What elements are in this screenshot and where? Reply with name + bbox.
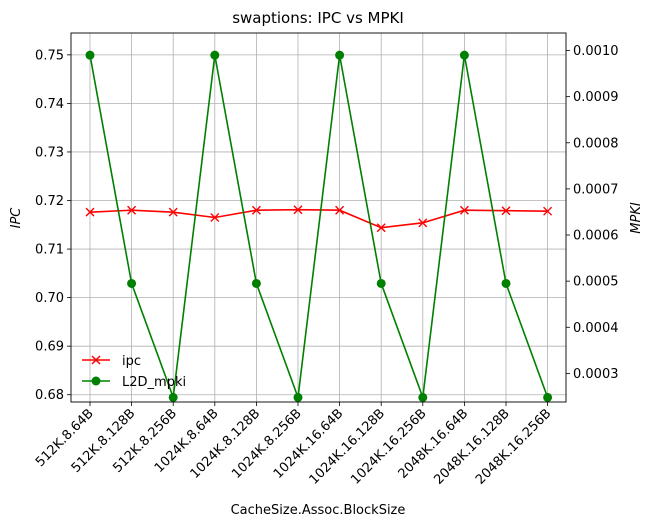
x-axis-label: CacheSize.Assoc.BlockSize xyxy=(231,503,406,518)
left-y-tick-label: 0.75 xyxy=(35,48,64,63)
marker-stroke xyxy=(335,205,345,215)
ipc-point xyxy=(168,207,178,217)
marker-stroke xyxy=(85,207,95,217)
L2D_mpki-line xyxy=(89,54,549,398)
ipc-point xyxy=(293,205,303,215)
right-y-tick-label: 0.0004 xyxy=(573,321,619,336)
ipc-point xyxy=(459,205,469,215)
ipc-point xyxy=(85,207,95,217)
marker-stroke xyxy=(418,218,428,228)
ipc-point xyxy=(251,205,261,215)
left-y-tick-label: 0.71 xyxy=(35,243,64,258)
ipc-point xyxy=(376,223,386,233)
marker-stroke xyxy=(251,205,261,215)
x-tick-label: 1024K.16.128B xyxy=(307,406,388,487)
left-y-tick-label: 0.69 xyxy=(35,340,64,355)
right-y-axis-label: MPKI xyxy=(629,202,644,234)
legend: ipc L2D_mpki xyxy=(82,354,186,390)
L2D_mpki-point xyxy=(293,392,303,402)
L2D_mpki-point xyxy=(376,278,386,288)
legend-marker-ipc xyxy=(91,355,101,365)
left-y-axis-label: IPC xyxy=(9,207,24,229)
right-y-tick-label: 0.0009 xyxy=(573,90,619,105)
left-y-tick-label: 0.74 xyxy=(35,97,64,112)
ipc-point xyxy=(335,205,345,215)
legend-label-L2D_mpki: L2D_mpki xyxy=(122,375,186,390)
marker-stroke xyxy=(459,205,469,215)
right-y-tick-label: 0.0003 xyxy=(573,367,619,382)
ipc-point xyxy=(543,206,553,216)
L2D_mpki-point xyxy=(210,50,220,60)
L2D_mpki-point xyxy=(168,392,178,402)
L2D_mpki-point xyxy=(251,278,261,288)
ipc-line xyxy=(89,208,548,229)
right-y-tick-label: 0.0006 xyxy=(573,229,619,244)
right-y-tick-label: 0.0010 xyxy=(573,44,619,59)
marker-stroke xyxy=(293,205,303,215)
x-tick-label: 1024K.16.256B xyxy=(348,406,429,487)
marker-stroke xyxy=(376,223,386,233)
left-y-tick-label: 0.72 xyxy=(35,194,64,209)
grid-layer xyxy=(71,33,566,402)
ipc-point xyxy=(418,218,428,228)
L2D_mpki-point xyxy=(85,50,95,60)
x-tick-label: 2048K.16.256B xyxy=(473,406,554,487)
left-y-tick-label: 0.70 xyxy=(35,291,64,306)
ipc-point xyxy=(210,213,220,222)
left-y-tick-label: 0.68 xyxy=(35,388,64,403)
legend-label-ipc: ipc xyxy=(122,354,141,369)
marker-stroke xyxy=(543,206,553,216)
L2D_mpki-point xyxy=(459,50,469,60)
marker-stroke xyxy=(168,207,178,217)
right-y-tick-label: 0.0005 xyxy=(573,275,619,290)
L2D_mpki-point xyxy=(418,392,428,402)
series-layer xyxy=(85,50,553,402)
marker-stroke xyxy=(501,206,511,216)
plot-frame xyxy=(70,32,567,403)
legend-marker-L2D_mpki xyxy=(91,376,101,386)
L2D_mpki-point xyxy=(127,278,137,288)
marker-stroke xyxy=(210,213,220,222)
left-y-tick-label: 0.73 xyxy=(35,145,64,160)
x-tick-label: 2048K.16.128B xyxy=(431,406,512,487)
ipc-point xyxy=(501,206,511,216)
right-y-tick-label: 0.0008 xyxy=(573,136,619,151)
L2D_mpki-point xyxy=(543,392,553,402)
L2D_mpki-point xyxy=(501,278,511,288)
axes-layer: 512K.8.64B512K.8.128B512K.8.256B1024K.8.… xyxy=(33,32,619,488)
chart-title: swaptions: IPC vs MPKI xyxy=(232,9,404,27)
marker-stroke xyxy=(127,205,137,215)
L2D_mpki-point xyxy=(335,50,345,60)
right-y-tick-label: 0.0007 xyxy=(573,182,619,197)
ipc-point xyxy=(127,205,137,215)
